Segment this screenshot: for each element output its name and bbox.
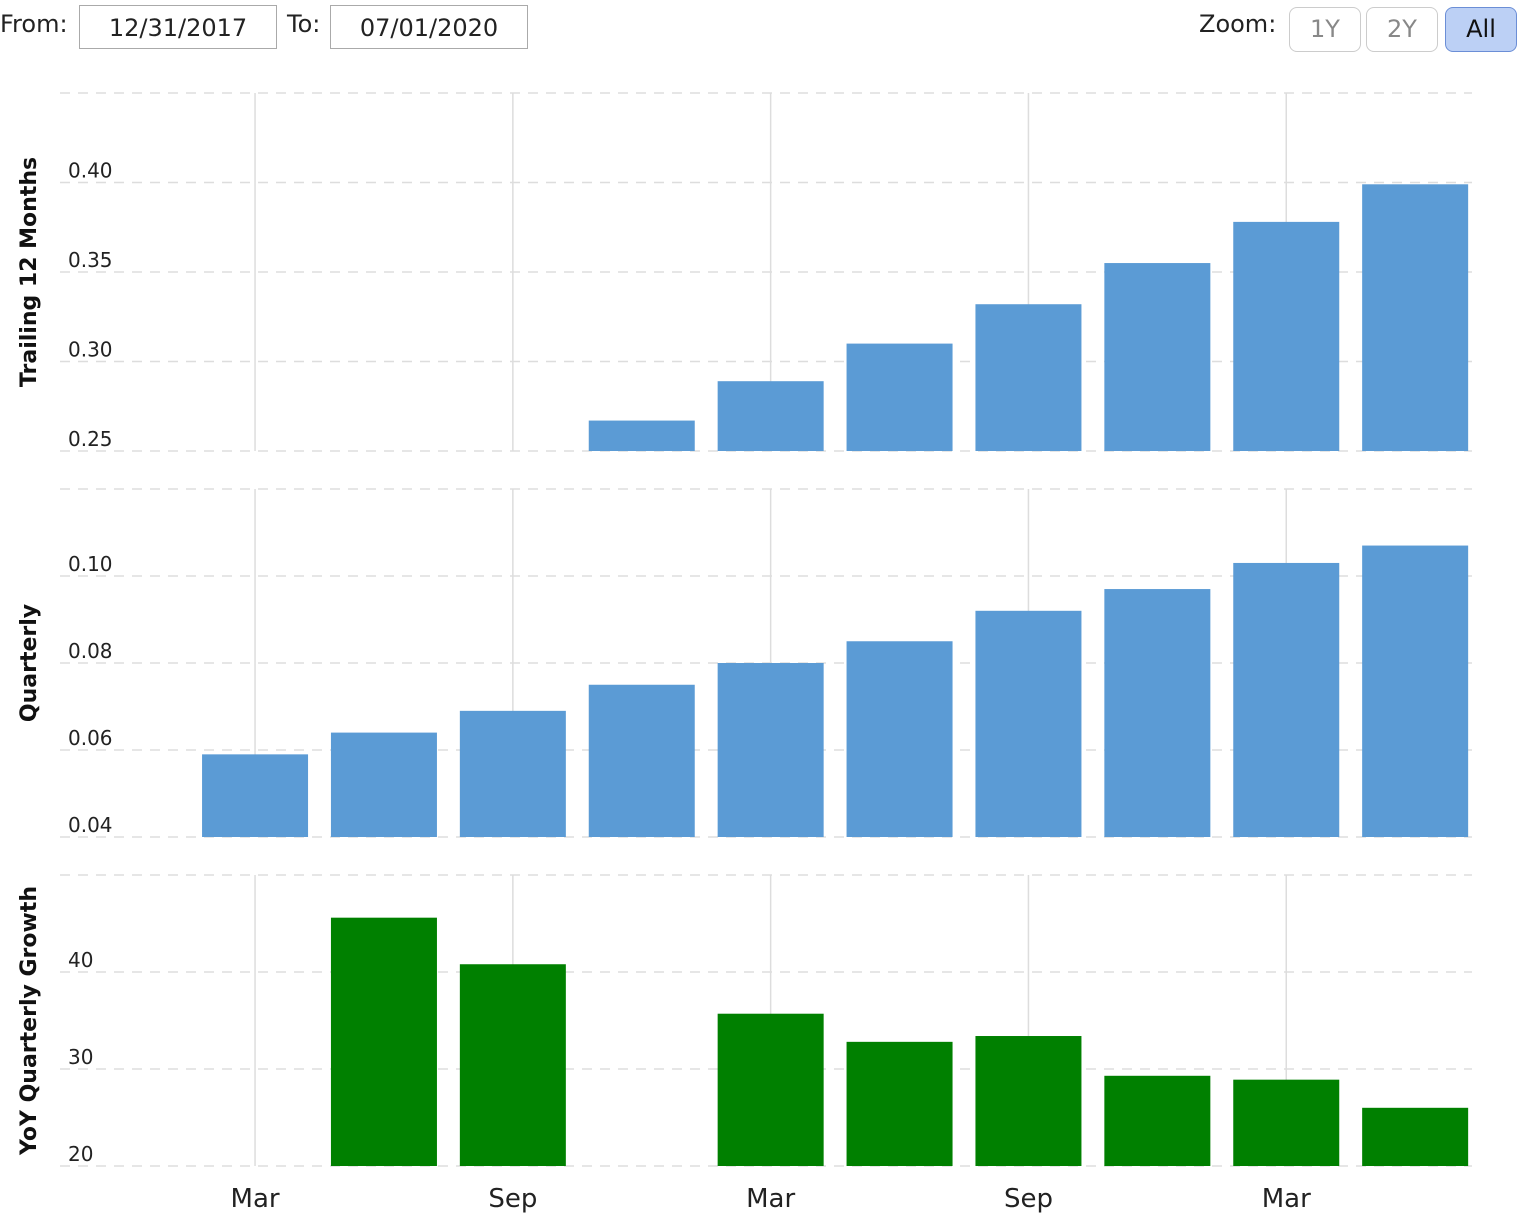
y-tick-label: 0.10 <box>68 552 113 576</box>
x-tick-label: Mar <box>231 1184 280 1214</box>
y-tick-label: 0.06 <box>68 726 113 750</box>
y-tick-label: 20 <box>68 1142 93 1166</box>
bar <box>846 1041 953 1166</box>
y-tick-label: 0.25 <box>68 427 113 451</box>
y-tick-label: 0.35 <box>68 248 113 272</box>
x-tick-label: Sep <box>488 1184 537 1214</box>
bar <box>459 964 566 1166</box>
bar <box>717 663 824 837</box>
bar <box>1362 545 1469 837</box>
x-tick-label: Mar <box>746 1184 795 1214</box>
y-tick-label: 0.04 <box>68 813 113 837</box>
bar <box>717 381 824 451</box>
bar <box>1233 1079 1340 1166</box>
bar <box>330 732 437 837</box>
bar <box>1233 562 1340 837</box>
from-label: From: <box>0 10 68 38</box>
bar <box>1104 1075 1211 1166</box>
y-tick-label: 40 <box>68 948 93 972</box>
bar <box>588 684 695 837</box>
zoom-button[interactable]: All <box>1445 7 1517 52</box>
zoom-button[interactable]: 1Y <box>1289 7 1361 52</box>
bar <box>459 710 566 837</box>
bar <box>588 420 695 451</box>
y-tick-label: 0.40 <box>68 159 113 183</box>
bar <box>846 641 953 837</box>
zoom-label: Zoom: <box>1199 10 1277 38</box>
x-tick-label: Mar <box>1262 1184 1311 1214</box>
bar <box>975 610 1082 837</box>
bar <box>846 343 953 451</box>
y-axis-label: Quarterly <box>17 604 42 722</box>
x-tick-label: Sep <box>1004 1184 1053 1214</box>
from-input[interactable]: 12/31/2017 <box>79 5 277 49</box>
y-tick-label: 0.08 <box>68 639 113 663</box>
to-label: To: <box>287 10 321 38</box>
bar <box>1362 184 1469 452</box>
y-axis-label: YoY Quarterly Growth <box>17 886 42 1156</box>
bar <box>1233 221 1340 451</box>
y-axis-label: Trailing 12 Months <box>17 157 42 387</box>
y-tick-label: 0.30 <box>68 338 113 362</box>
bar <box>1104 589 1211 837</box>
bar <box>975 1036 1082 1166</box>
bar <box>202 754 309 837</box>
bar <box>1104 263 1211 451</box>
bar <box>975 304 1082 451</box>
to-input[interactable]: 07/01/2020 <box>330 5 528 49</box>
bar <box>717 1013 824 1166</box>
y-tick-label: 30 <box>68 1045 93 1069</box>
zoom-button[interactable]: 2Y <box>1366 7 1438 52</box>
bar <box>1362 1107 1469 1166</box>
bar <box>330 917 437 1166</box>
